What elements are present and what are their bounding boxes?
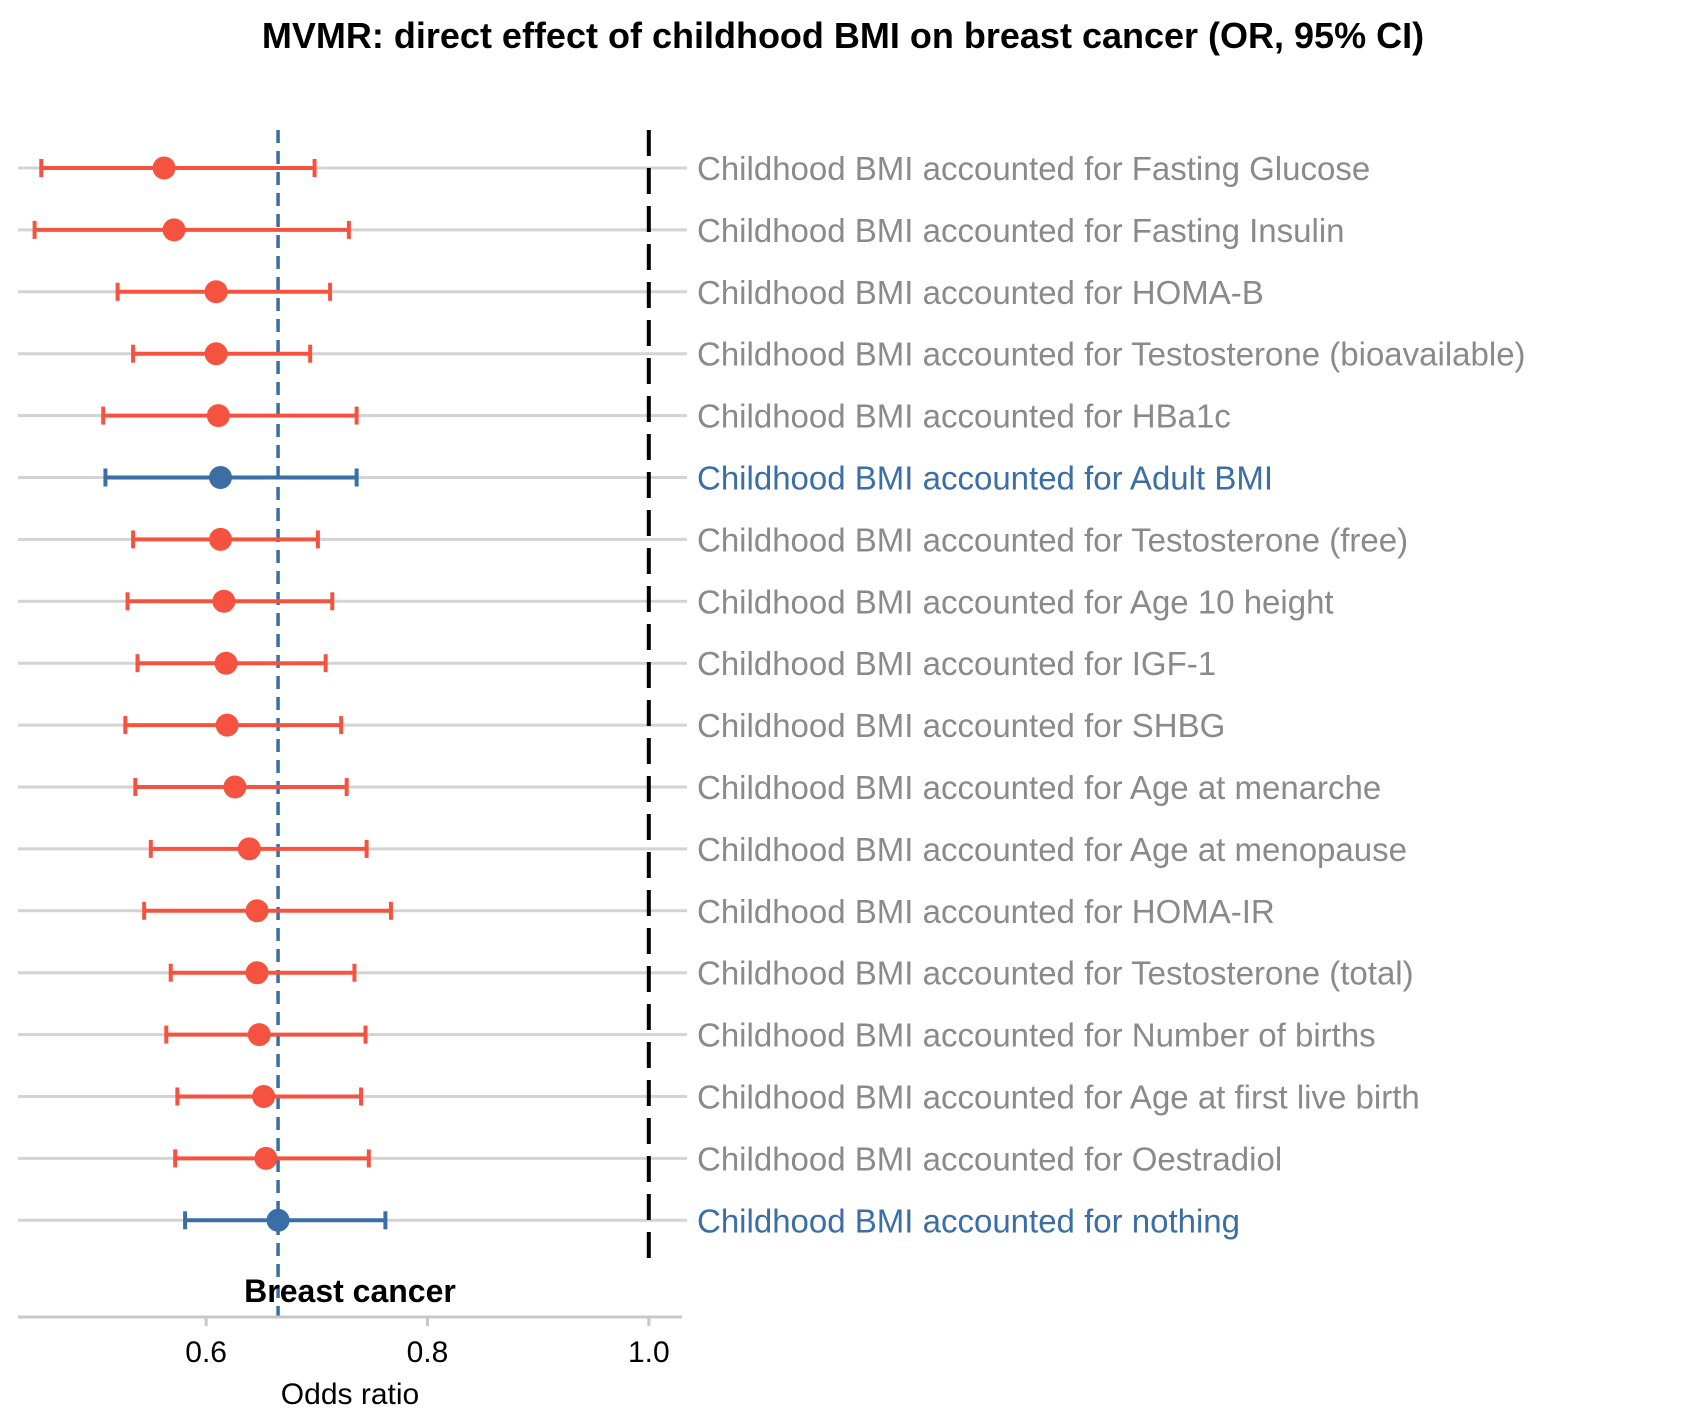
- chart-title: MVMR: direct effect of childhood BMI on …: [262, 15, 1424, 56]
- x-axis-ticks: 0.6 0.8 1.0: [185, 1317, 670, 1369]
- point-estimate: [223, 775, 247, 799]
- point-estimate: [204, 342, 228, 366]
- plot-area: Childhood BMI accounted for Fasting Gluc…: [18, 130, 1526, 1317]
- row-label: Childhood BMI accounted for Number of bi…: [697, 1017, 1376, 1054]
- point-estimate: [212, 589, 236, 613]
- row-label: Childhood BMI accounted for HOMA-B: [697, 274, 1264, 311]
- forest-row: Childhood BMI accounted for nothing: [183, 1202, 1240, 1239]
- x-axis-title: Odds ratio: [281, 1378, 419, 1411]
- forest-row: Childhood BMI accounted for Oestradiol: [173, 1140, 1282, 1177]
- point-estimate: [252, 1085, 276, 1108]
- forest-row: Childhood BMI accounted for IGF-1: [135, 645, 1216, 682]
- row-label: Childhood BMI accounted for Testosterone…: [697, 955, 1414, 992]
- point-estimate: [247, 1023, 271, 1047]
- point-estimate: [245, 961, 269, 985]
- forest-row: Childhood BMI accounted for Testosterone…: [131, 521, 1408, 558]
- row-label: Childhood BMI accounted for Testosterone…: [697, 521, 1408, 558]
- row-label: Childhood BMI accounted for Fasting Insu…: [697, 212, 1345, 249]
- forest-row: Childhood BMI accounted for Fasting Insu…: [32, 212, 1345, 249]
- point-estimate: [209, 466, 233, 489]
- point-estimate: [209, 527, 233, 551]
- row-label: Childhood BMI accounted for Oestradiol: [697, 1140, 1282, 1177]
- point-estimate: [204, 280, 228, 304]
- point-estimate: [214, 651, 238, 675]
- point-estimate: [237, 837, 261, 861]
- point-estimate: [254, 1146, 278, 1170]
- forest-row: Childhood BMI accounted for Number of bi…: [164, 1017, 1376, 1054]
- forest-row: Childhood BMI accounted for Age at first…: [175, 1079, 1420, 1116]
- x-tick-label: 0.6: [185, 1336, 227, 1369]
- forest-row: Childhood BMI accounted for Age at menop…: [148, 831, 1407, 868]
- row-label: Childhood BMI accounted for Age 10 heigh…: [697, 583, 1334, 620]
- forest-row: Childhood BMI accounted for SHBG: [123, 707, 1225, 744]
- row-label: Childhood BMI accounted for IGF-1: [697, 645, 1216, 682]
- x-tick-label: 0.8: [407, 1336, 449, 1369]
- point-estimate: [206, 404, 230, 428]
- forest-row: Childhood BMI accounted for Testosterone…: [131, 336, 1526, 373]
- forest-row: Childhood BMI accounted for Testosterone…: [168, 955, 1414, 992]
- forest-row: Childhood BMI accounted for HOMA-B: [115, 274, 1264, 311]
- forest-row: Childhood BMI accounted for HBa1c: [101, 398, 1231, 435]
- row-label: Childhood BMI accounted for Adult BMI: [697, 460, 1273, 497]
- forest-row: Childhood BMI accounted for Fasting Gluc…: [39, 150, 1370, 187]
- row-label: Childhood BMI accounted for Testosterone…: [697, 336, 1526, 373]
- row-label: Childhood BMI accounted for HBa1c: [697, 398, 1231, 435]
- row-label: Childhood BMI accounted for SHBG: [697, 707, 1225, 744]
- forest-row: Childhood BMI accounted for HOMA-IR: [142, 893, 1275, 930]
- forest-row: Childhood BMI accounted for Adult BMI: [103, 460, 1273, 497]
- forest-row: Childhood BMI accounted for Age 10 heigh…: [125, 583, 1334, 620]
- row-label: Childhood BMI accounted for Fasting Gluc…: [697, 150, 1370, 187]
- point-estimate: [266, 1208, 290, 1232]
- point-estimate: [245, 899, 269, 923]
- row-label: Childhood BMI accounted for nothing: [697, 1202, 1240, 1239]
- row-label: Childhood BMI accounted for Age at menar…: [697, 769, 1381, 806]
- row-label: Childhood BMI accounted for Age at menop…: [697, 831, 1407, 868]
- point-estimate: [162, 218, 186, 242]
- x-tick-label: 1.0: [628, 1336, 670, 1369]
- forest-row: Childhood BMI accounted for Age at menar…: [133, 769, 1381, 806]
- row-label: Childhood BMI accounted for HOMA-IR: [697, 893, 1275, 930]
- row-label: Childhood BMI accounted for Age at first…: [697, 1079, 1420, 1116]
- point-estimate: [152, 156, 176, 180]
- panel-label: Breast cancer: [244, 1273, 456, 1309]
- point-estimate: [215, 713, 239, 737]
